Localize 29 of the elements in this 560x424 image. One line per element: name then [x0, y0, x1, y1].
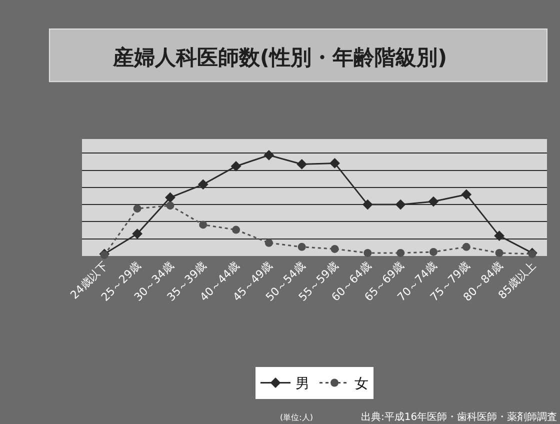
- point: [264, 150, 274, 160]
- point: [330, 244, 339, 253]
- point: [495, 248, 504, 257]
- chart-title: 産婦人科医師数(性別・年齢階級別): [112, 46, 448, 70]
- point: [264, 238, 273, 247]
- point: [395, 199, 406, 210]
- point: [330, 158, 340, 168]
- point: [198, 179, 208, 190]
- point: [165, 192, 176, 203]
- point: [396, 248, 405, 257]
- point: [133, 204, 142, 213]
- point: [461, 189, 472, 200]
- legend-label: 女: [354, 376, 368, 392]
- point: [232, 226, 240, 234]
- point: [166, 202, 174, 210]
- text: (単位:人): [280, 413, 313, 422]
- point: [199, 220, 208, 229]
- point: [362, 199, 373, 210]
- source-note: 出典:平成16年医師・歯科医師・薬剤師調査: [361, 411, 558, 423]
- point: [428, 196, 439, 207]
- point: [462, 242, 470, 251]
- point: [132, 228, 142, 240]
- legend-label: 男: [296, 376, 310, 392]
- point: [364, 248, 372, 257]
- point: [230, 161, 242, 172]
- point: [298, 242, 306, 251]
- point: [296, 159, 308, 170]
- point: [429, 248, 438, 256]
- point: [494, 230, 504, 242]
